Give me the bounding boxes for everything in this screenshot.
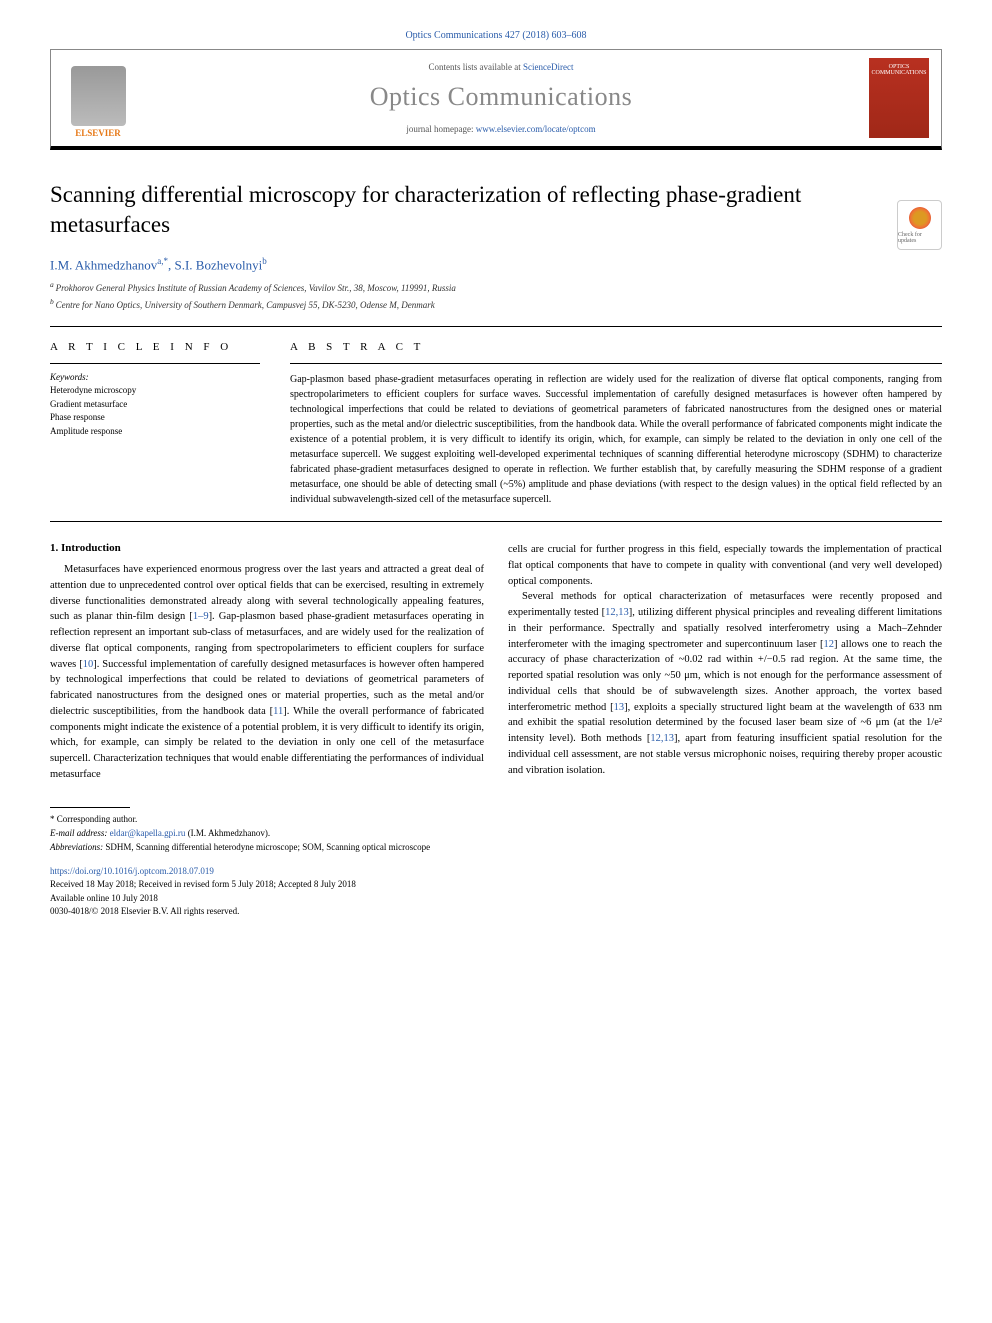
column-right: cells are crucial for further progress i… bbox=[508, 542, 942, 783]
available-online: Available online 10 July 2018 bbox=[50, 892, 942, 906]
journal-cover-thumbnail[interactable]: OPTICS COMMUNICATIONS bbox=[869, 58, 929, 138]
body-paragraph: Metasurfaces have experienced enormous p… bbox=[50, 562, 484, 783]
homepage-line: journal homepage: www.elsevier.com/locat… bbox=[133, 124, 869, 134]
article-title: Scanning differential microscopy for cha… bbox=[50, 180, 942, 240]
sciencedirect-link[interactable]: ScienceDirect bbox=[523, 62, 573, 72]
elsevier-tree-icon bbox=[71, 66, 126, 126]
check-updates-badge[interactable]: Check for updates bbox=[897, 200, 942, 250]
homepage-link[interactable]: www.elsevier.com/locate/optcom bbox=[476, 124, 596, 134]
email-link[interactable]: eldar@kapella.gpi.ru bbox=[110, 828, 186, 838]
article-history: Received 18 May 2018; Received in revise… bbox=[50, 878, 942, 892]
author-2-affil: b bbox=[262, 256, 267, 266]
keyword: Gradient metasurface bbox=[50, 398, 260, 412]
divider bbox=[50, 521, 942, 522]
journal-header-box: ELSEVIER Contents lists available at Sci… bbox=[50, 49, 942, 150]
keyword: Heterodyne microscopy bbox=[50, 384, 260, 398]
citation-link[interactable]: 12 bbox=[823, 639, 834, 650]
citation-link[interactable]: 13 bbox=[614, 702, 625, 713]
keyword: Amplitude response bbox=[50, 425, 260, 439]
citation-link[interactable]: 10 bbox=[83, 659, 94, 670]
doi-link[interactable]: https://doi.org/10.1016/j.optcom.2018.07… bbox=[50, 865, 942, 879]
divider bbox=[50, 326, 942, 327]
email-line: E-mail address: eldar@kapella.gpi.ru (I.… bbox=[50, 826, 942, 840]
citation-link[interactable]: 11 bbox=[273, 706, 283, 717]
doi-block: https://doi.org/10.1016/j.optcom.2018.07… bbox=[50, 865, 942, 919]
body-columns: 1. Introduction Metasurfaces have experi… bbox=[50, 542, 942, 783]
corresponding-author-note: * Corresponding author. bbox=[50, 812, 942, 826]
citation-link[interactable]: 12,13 bbox=[650, 733, 674, 744]
section-heading: 1. Introduction bbox=[50, 542, 484, 554]
abstract-text: Gap-plasmon based phase-gradient metasur… bbox=[290, 372, 942, 507]
body-paragraph: cells are crucial for further progress i… bbox=[508, 542, 942, 589]
authors-line: I.M. Akhmedzhanova,*, S.I. Bozhevolnyib bbox=[50, 256, 942, 273]
publisher-name: ELSEVIER bbox=[75, 128, 121, 138]
article-info-block: A R T I C L E I N F O Keywords: Heterody… bbox=[50, 341, 260, 507]
contents-line: Contents lists available at ScienceDirec… bbox=[133, 62, 869, 72]
abstract-block: A B S T R A C T Gap-plasmon based phase-… bbox=[290, 341, 942, 507]
affiliation-b: Centre for Nano Optics, University of So… bbox=[56, 300, 435, 310]
divider bbox=[50, 363, 260, 364]
article-info-heading: A R T I C L E I N F O bbox=[50, 341, 260, 353]
abstract-heading: A B S T R A C T bbox=[290, 341, 942, 353]
affiliation-a: Prokhorov General Physics Institute of R… bbox=[56, 283, 456, 293]
header-center: Contents lists available at ScienceDirec… bbox=[133, 62, 869, 134]
info-abstract-row: A R T I C L E I N F O Keywords: Heterody… bbox=[50, 341, 942, 507]
keyword: Phase response bbox=[50, 411, 260, 425]
crossmark-icon bbox=[909, 207, 931, 229]
publisher-logo[interactable]: ELSEVIER bbox=[63, 58, 133, 138]
abbreviations-line: Abbreviations: SDHM, Scanning differenti… bbox=[50, 840, 942, 854]
author-1[interactable]: I.M. Akhmedzhanov bbox=[50, 257, 157, 272]
author-1-affil: a,* bbox=[157, 256, 168, 266]
body-paragraph: Several methods for optical characteriza… bbox=[508, 589, 942, 778]
affiliations: a Prokhorov General Physics Institute of… bbox=[50, 279, 942, 312]
footnotes: * Corresponding author. E-mail address: … bbox=[50, 807, 942, 855]
journal-name: Optics Communications bbox=[133, 82, 869, 112]
column-left: 1. Introduction Metasurfaces have experi… bbox=[50, 542, 484, 783]
citation-link[interactable]: 12,13 bbox=[605, 607, 629, 618]
keywords-label: Keywords: bbox=[50, 372, 260, 382]
footnote-rule bbox=[50, 807, 130, 808]
citation-link[interactable]: 1–9 bbox=[193, 611, 209, 622]
author-2[interactable]: , S.I. Bozhevolnyi bbox=[168, 257, 262, 272]
journal-citation: Optics Communications 427 (2018) 603–608 bbox=[50, 30, 942, 41]
divider bbox=[290, 363, 942, 364]
copyright-line: 0030-4018/© 2018 Elsevier B.V. All right… bbox=[50, 905, 942, 919]
